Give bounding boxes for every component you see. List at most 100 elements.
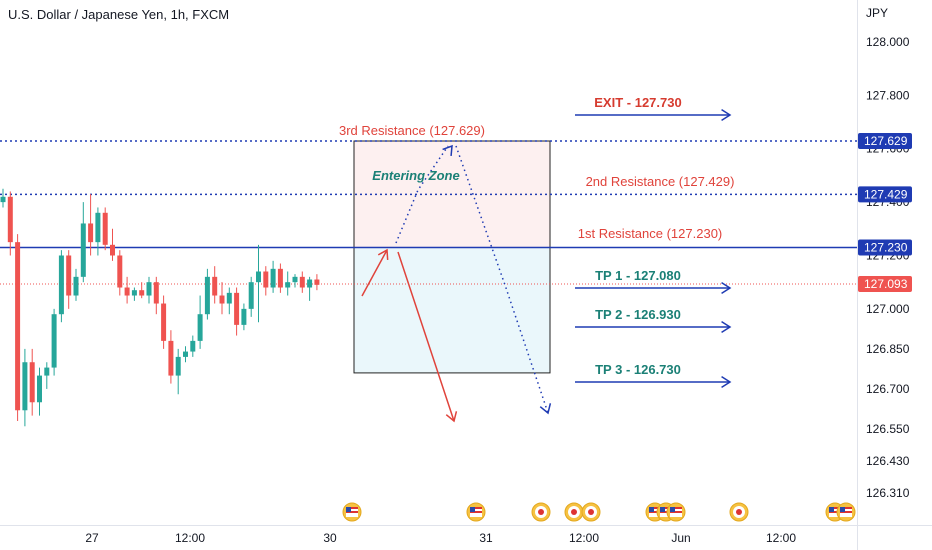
chart-title: U.S. Dollar / Japanese Yen, 1h, FXCM bbox=[8, 7, 230, 22]
dotted-arrow-down-head bbox=[539, 403, 552, 415]
us-flag-stripe bbox=[649, 511, 661, 513]
candle-body[interactable] bbox=[29, 362, 35, 403]
candle-body[interactable] bbox=[15, 242, 21, 411]
candle-body[interactable] bbox=[153, 282, 159, 304]
tp1-label: TP 1 - 127.080 bbox=[595, 268, 681, 283]
us-flag-canton bbox=[829, 507, 834, 512]
candle-body[interactable] bbox=[314, 279, 320, 285]
candle-body[interactable] bbox=[88, 223, 94, 243]
candle-body[interactable] bbox=[102, 212, 108, 245]
y-tick-label: 127.000 bbox=[866, 302, 910, 316]
jp-flag-dot bbox=[538, 509, 544, 515]
candle-body[interactable] bbox=[124, 287, 130, 296]
tp3-label: TP 3 - 126.730 bbox=[595, 362, 681, 377]
price-label-box bbox=[858, 133, 912, 150]
dotted-arrow-up-head bbox=[442, 144, 453, 157]
candle-body[interactable] bbox=[44, 367, 50, 376]
us-flag-stripe bbox=[660, 511, 672, 513]
candle-body[interactable] bbox=[66, 255, 72, 296]
candle-body[interactable] bbox=[285, 282, 291, 288]
candle-body[interactable] bbox=[168, 340, 174, 376]
us-flag-canton bbox=[649, 507, 654, 512]
candle-body[interactable] bbox=[219, 295, 225, 304]
third-resistance-label: 3rd Resistance (127.629) bbox=[339, 123, 485, 138]
tp2-label-arrow-head bbox=[721, 321, 732, 333]
up-arrow-head bbox=[377, 248, 389, 261]
up-arrow-line bbox=[361, 249, 388, 297]
price-label-127.093: 127.093 bbox=[864, 277, 908, 291]
down-arrow-head bbox=[445, 411, 458, 423]
jp-flag-dot bbox=[736, 509, 742, 515]
candle-body[interactable] bbox=[212, 276, 218, 296]
candle-body[interactable] bbox=[37, 375, 42, 403]
us-flag-stripe bbox=[660, 507, 672, 509]
candle-body[interactable] bbox=[248, 282, 254, 309]
candle-body[interactable] bbox=[73, 276, 79, 296]
price-label-127.230: 127.230 bbox=[864, 240, 908, 254]
candle-body[interactable] bbox=[183, 351, 188, 357]
candle-body[interactable] bbox=[263, 271, 269, 288]
candle-body[interactable] bbox=[175, 356, 181, 376]
candle-body[interactable] bbox=[80, 223, 86, 277]
jp-flag-dot bbox=[571, 509, 577, 515]
candle-body[interactable] bbox=[299, 276, 305, 288]
candle-body[interactable] bbox=[292, 276, 298, 283]
us-flag-stripe bbox=[670, 511, 682, 513]
currency-unit: JPY bbox=[866, 6, 889, 20]
us-flag-canton bbox=[346, 507, 351, 512]
y-tick-label: 126.550 bbox=[866, 422, 910, 436]
us-flag-stripe bbox=[829, 507, 841, 509]
price-label-box bbox=[858, 239, 912, 256]
candle-body[interactable] bbox=[146, 282, 152, 296]
candle-body[interactable] bbox=[117, 255, 123, 288]
candle-body[interactable] bbox=[95, 212, 101, 243]
down-arrow-line bbox=[397, 251, 455, 422]
x-tick-label: 30 bbox=[323, 531, 337, 545]
x-tick-label: 31 bbox=[479, 531, 493, 545]
exit-label: EXIT - 127.730 bbox=[594, 95, 681, 110]
candle-body[interactable] bbox=[131, 290, 137, 296]
y-tick-label: 126.310 bbox=[866, 486, 910, 500]
x-tick-label: 12:00 bbox=[569, 531, 599, 545]
entry-zone-lower-box bbox=[353, 246, 551, 374]
candle-body[interactable] bbox=[51, 314, 57, 368]
candle-body[interactable] bbox=[58, 255, 64, 315]
price-label-box bbox=[858, 186, 912, 203]
us-flag-stripe bbox=[829, 511, 841, 513]
x-tick-label: Jun bbox=[671, 531, 690, 545]
us-flag-stripe bbox=[470, 507, 482, 509]
candle-body[interactable] bbox=[204, 276, 210, 315]
candle-body[interactable] bbox=[110, 244, 115, 256]
candle-body[interactable] bbox=[22, 362, 28, 411]
candle-body[interactable] bbox=[197, 314, 203, 341]
us-flag-stripe bbox=[470, 511, 482, 513]
price-label-127.429: 127.429 bbox=[864, 187, 908, 201]
candle-body[interactable] bbox=[307, 279, 313, 288]
candle-body[interactable] bbox=[190, 340, 196, 352]
second-resistance-label: 2nd Resistance (127.429) bbox=[586, 174, 735, 189]
entering-zone-label: Entering Zone bbox=[372, 168, 459, 183]
exit-label-arrow-head bbox=[721, 109, 732, 121]
y-tick-label: 126.700 bbox=[866, 382, 910, 396]
us-flag-stripe bbox=[840, 511, 852, 513]
candle-body[interactable] bbox=[234, 292, 240, 325]
candle-body[interactable] bbox=[139, 290, 145, 296]
candle-body[interactable] bbox=[241, 308, 247, 325]
us-flag-stripe bbox=[649, 507, 661, 509]
us-flag-canton bbox=[840, 507, 845, 512]
candle-body[interactable] bbox=[7, 196, 13, 243]
candle-body[interactable] bbox=[270, 268, 276, 288]
us-flag-canton bbox=[670, 507, 675, 512]
candle-body[interactable] bbox=[0, 196, 6, 203]
tp2-label: TP 2 - 126.930 bbox=[595, 307, 681, 322]
candle-body[interactable] bbox=[161, 303, 167, 341]
x-tick-label: 12:00 bbox=[175, 531, 205, 545]
candle-body[interactable] bbox=[226, 292, 232, 304]
us-flag-canton bbox=[470, 507, 475, 512]
candle-body[interactable] bbox=[277, 268, 283, 288]
candle-body[interactable] bbox=[256, 271, 261, 283]
y-tick-label: 127.800 bbox=[866, 88, 910, 102]
price-label-127.629: 127.629 bbox=[864, 134, 908, 148]
y-tick-label: 128.000 bbox=[866, 35, 910, 49]
